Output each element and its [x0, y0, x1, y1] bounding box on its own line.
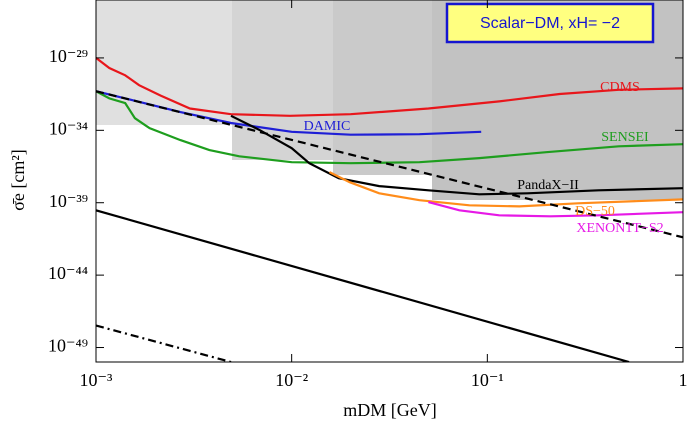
- series-line: [329, 171, 683, 208]
- annotation-box: [445, 2, 655, 44]
- x-tick-label: 10⁻¹: [471, 370, 504, 390]
- x-tick-label: 10⁻²: [275, 370, 308, 390]
- series-line: [96, 209, 630, 362]
- y-tick-label: 10⁻³⁴: [49, 118, 88, 138]
- series-line: [96, 324, 232, 362]
- series-label: DAMIC: [304, 119, 351, 134]
- series-label: XENON1T−S2: [576, 221, 663, 236]
- x-tick-label: 1: [679, 370, 688, 390]
- series-line: [96, 57, 683, 117]
- x-tick-label: 10⁻³: [80, 370, 114, 390]
- series-label: CDMS: [600, 80, 640, 95]
- series-label: DS−50: [575, 204, 615, 219]
- series-line: [428, 201, 683, 218]
- y-tick-label: 10⁻²⁹: [49, 46, 88, 66]
- annotation: Scalar−DM, xH= −2: [480, 15, 620, 32]
- series-line: [230, 114, 683, 196]
- series-label: PandaX−II: [517, 178, 579, 193]
- y-tick-label: 10⁻³⁹: [49, 191, 88, 211]
- series-label: SENSEI: [601, 130, 649, 145]
- y-tick-label: 10⁻⁴⁴: [48, 263, 88, 283]
- y-axis-title: σ̄e [cm²]: [8, 149, 28, 211]
- x-axis-title: mDM [GeV]: [343, 400, 436, 420]
- plot-frame: [95, 0, 684, 363]
- series-line: [96, 90, 683, 165]
- series-line: [96, 90, 683, 239]
- y-tick-label: 10⁻⁴⁹: [48, 336, 88, 356]
